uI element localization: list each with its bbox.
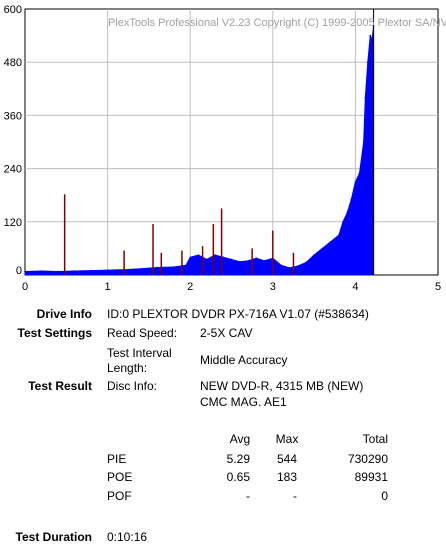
x-tick-label: 5 [435, 281, 441, 293]
row-name: PIE [107, 452, 127, 466]
pie-series-area [24, 26, 375, 276]
row-avg: 0.65 [226, 470, 250, 484]
row-max: - [293, 489, 297, 503]
pie-point [362, 141, 365, 143]
data-series [24, 9, 375, 276]
row-avg: 5.29 [226, 452, 250, 466]
read-speed-label: Read Speed: [107, 326, 178, 340]
pie-point [185, 264, 187, 267]
pie-point [214, 254, 216, 256]
test-duration-value: 0:10:16 [107, 530, 148, 544]
pie-point [57, 270, 59, 273]
y-tick-label: 480 [4, 57, 22, 69]
x-tick-label: 2 [187, 281, 193, 293]
pie-point [342, 221, 344, 223]
y-tick-label: 120 [4, 217, 22, 229]
pie-point [296, 265, 299, 267]
pie-point [364, 96, 367, 99]
drive-info-label: Drive Info [36, 307, 92, 321]
x-tick-label: 0 [22, 281, 28, 293]
test-interval-label-2: Length: [107, 361, 148, 375]
row-total: 0 [381, 489, 388, 503]
pie-point [288, 267, 291, 269]
y-tick-labels: 0 120 240 360 480 600 [4, 4, 22, 277]
chart-title: PlexTools Professional V2.23 Copyright (… [108, 17, 446, 29]
total-header: Total [362, 432, 388, 446]
pie-poe-chart: PlexTools Professional V2.23 Copyright (… [4, 4, 446, 293]
pie-point [371, 39, 373, 41]
test-interval-value: Middle Accuracy [200, 353, 288, 367]
pie-point [338, 234, 340, 236]
pie-point [346, 212, 348, 214]
pie-point [205, 258, 208, 261]
drive-info-value: ID:0 PLEXTOR DVDR PX-716A V1.07 (#538634… [107, 307, 369, 321]
y-tick-label: 0 [16, 265, 22, 277]
pie-point [263, 260, 266, 262]
avg-header: Avg [229, 432, 251, 446]
pie-point [222, 256, 225, 259]
row-avg: - [246, 489, 250, 503]
pie-point [172, 266, 175, 268]
pie-point [354, 181, 357, 183]
test-interval-label-1: Test Interval [107, 346, 172, 360]
pie-point [90, 269, 92, 272]
x-tick-label: 4 [352, 281, 358, 293]
pie-point [156, 266, 158, 269]
y-tick-label: 360 [4, 110, 22, 122]
row-total: 89931 [354, 470, 388, 484]
row-name: POF [107, 489, 132, 503]
pie-point [197, 254, 200, 256]
plot-area [24, 8, 439, 276]
disc-info-line2: CMC MAG. AE1 [200, 395, 287, 409]
pie-point [139, 267, 142, 270]
pie-point [313, 254, 315, 256]
pie-point [106, 269, 109, 271]
pie-point [40, 270, 43, 272]
pie-point [24, 270, 26, 273]
pie-point [321, 247, 324, 250]
disc-info-label: Disc Info: [107, 379, 158, 393]
x-tick-label: 3 [270, 281, 276, 293]
test-result-label: Test Result [28, 379, 92, 393]
pie-point [305, 261, 307, 264]
row-max: 544 [276, 452, 297, 466]
row-name: POE [107, 470, 133, 484]
pie-point [366, 61, 369, 63]
test-settings-label: Test Settings [17, 326, 92, 340]
read-speed-value: 2-5X CAV [200, 326, 253, 340]
pie-point [238, 260, 241, 263]
pie-point [329, 240, 332, 243]
pie-point [358, 172, 361, 174]
y-tick-label: 240 [4, 164, 22, 176]
pie-point [350, 198, 353, 201]
row-total: 730290 [347, 452, 388, 466]
pie-point [189, 256, 191, 259]
y-tick-label: 600 [4, 4, 22, 16]
row-max: 183 [276, 470, 297, 484]
x-tick-label: 1 [105, 281, 111, 293]
pie-point [280, 264, 282, 267]
pie-point [369, 34, 372, 37]
pie-point [230, 258, 233, 261]
max-header: Max [275, 432, 299, 446]
pie-point [73, 270, 76, 272]
pie-point [255, 257, 258, 259]
pie-point [247, 260, 249, 262]
test-duration-label: Test Duration [15, 530, 92, 544]
disc-info-line1: NEW DVD-R, 4315 MB (NEW) [200, 379, 364, 393]
x-tick-labels: 0 1 2 3 4 5 [22, 281, 441, 293]
